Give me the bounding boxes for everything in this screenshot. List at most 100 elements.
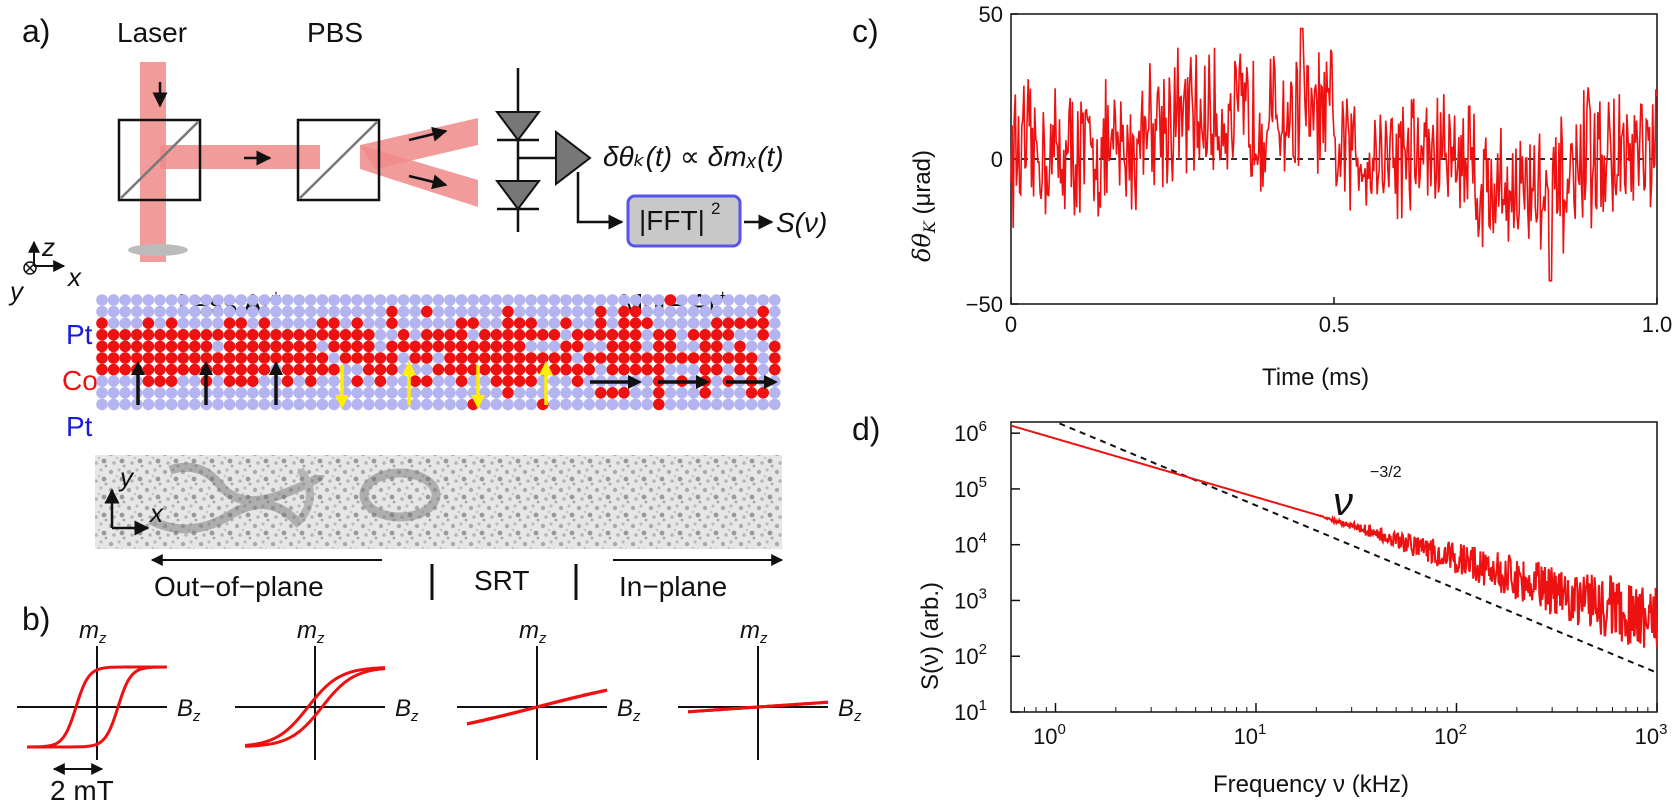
pt-atom	[734, 305, 746, 318]
pt-atom	[641, 329, 653, 341]
pt-atom	[293, 375, 306, 388]
pt-atom	[769, 387, 781, 399]
co-atom	[641, 352, 653, 364]
pt-atom	[664, 305, 677, 318]
pt-atom	[386, 375, 398, 388]
pt-atom	[339, 294, 352, 306]
pt-atom	[641, 340, 653, 353]
pt-atom	[432, 375, 445, 388]
co-atom	[351, 352, 364, 364]
co-atom	[107, 363, 120, 376]
pt-atom	[316, 387, 329, 399]
co-atom	[316, 329, 329, 341]
co-atom	[281, 352, 294, 364]
co-atom	[131, 329, 143, 341]
y-tick-exponent: 4	[979, 530, 987, 547]
pt-atom	[432, 387, 445, 399]
pt-atom	[444, 398, 456, 411]
pt-atom	[142, 294, 155, 306]
pt-atom	[142, 305, 155, 318]
co-atom	[595, 352, 607, 364]
pt-atom	[351, 387, 364, 399]
pt-atom	[421, 317, 433, 330]
co-atom	[339, 329, 352, 341]
co-atom	[386, 363, 398, 376]
loop-b-sub: z	[410, 708, 419, 725]
axis-z-label: z	[41, 232, 55, 262]
co-atom	[154, 352, 166, 364]
pt-atom	[479, 398, 491, 411]
co-atom	[502, 387, 514, 399]
pt-atom	[513, 305, 526, 318]
pt-atom	[397, 294, 410, 306]
pt-atom	[745, 340, 758, 353]
spin-up-arrow-head	[199, 361, 213, 375]
co-atom	[96, 329, 108, 341]
pt-atom	[421, 398, 433, 411]
pt-atom	[653, 294, 665, 306]
pt-atom	[421, 387, 433, 399]
loop-b-label: Bz	[177, 695, 201, 725]
pt-atom	[525, 340, 537, 353]
co-atom	[189, 329, 201, 341]
co-atom	[699, 329, 711, 341]
pt-atom	[397, 305, 410, 318]
co-atom	[757, 317, 769, 330]
pt-atom	[397, 398, 410, 411]
spin-down-arrow-head	[335, 395, 349, 409]
pt-atom	[374, 305, 387, 318]
co-atom	[142, 375, 155, 388]
pt-atom	[189, 387, 201, 399]
spin-up-arrow-head	[131, 361, 145, 375]
pt-atom	[745, 305, 758, 318]
co-atom	[386, 352, 398, 364]
co-atom	[177, 363, 189, 376]
co-atom	[711, 363, 723, 376]
co-atom	[664, 294, 677, 306]
co-atom	[595, 329, 607, 341]
co-atom	[281, 363, 294, 376]
pt-atom	[653, 305, 665, 318]
pt-atom	[328, 352, 340, 364]
co-atom	[235, 329, 247, 341]
image-axes-icon	[104, 488, 150, 536]
pt-atom	[490, 317, 503, 330]
co-atom	[351, 340, 364, 353]
pt-atom	[479, 294, 491, 306]
co-atom	[142, 352, 155, 364]
pt-atom	[525, 294, 537, 306]
co-atom	[409, 352, 422, 364]
co-atom	[177, 340, 189, 353]
pt-atom	[664, 398, 677, 411]
spectrum-frame	[1010, 421, 1658, 713]
co-atom	[629, 329, 642, 341]
co-atom	[687, 352, 700, 364]
pt-atom	[641, 305, 653, 318]
loop-b-label: Bz	[617, 695, 641, 725]
y-tick-label: 102	[954, 641, 987, 669]
panel-d-label: d)	[852, 411, 880, 447]
pt-atom	[444, 387, 456, 399]
co-atom	[421, 329, 433, 341]
co-atom	[722, 329, 735, 341]
co-atom	[618, 363, 630, 376]
pt-atom	[177, 305, 189, 318]
pt-atom	[513, 398, 526, 411]
pt-atom	[351, 294, 364, 306]
pt-atom	[142, 398, 155, 411]
axis-x-label: x	[66, 262, 82, 292]
pt-atom	[154, 305, 166, 318]
pt-atom	[687, 387, 700, 399]
beam-lower-split	[360, 145, 478, 207]
spin-down-arrow-head	[471, 395, 485, 409]
y-tick-label: 101	[954, 697, 987, 725]
pt-atom	[722, 363, 735, 376]
co-atom	[212, 352, 224, 364]
co-atom	[687, 329, 700, 341]
co-atom	[212, 329, 224, 341]
co-atom	[235, 375, 247, 388]
co-atom	[618, 305, 630, 318]
co-atom	[421, 305, 433, 318]
